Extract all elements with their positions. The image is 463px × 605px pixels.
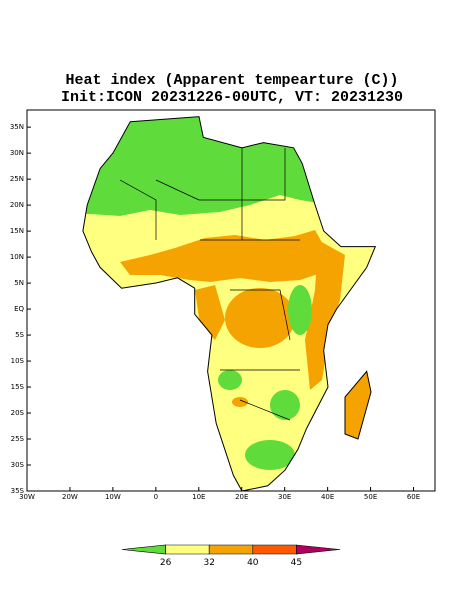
- y-tick-label: 20S: [11, 409, 25, 417]
- y-tick-label: 10N: [10, 253, 24, 261]
- y-tick-label: 35N: [10, 123, 24, 131]
- borders: [119, 148, 300, 421]
- colorbar-label: 40: [247, 558, 259, 568]
- y-tick-label: 25S: [11, 435, 25, 443]
- x-tick-label: 50E: [364, 493, 377, 501]
- colorbar-segment: [296, 544, 341, 555]
- colorbar-label: 45: [291, 558, 302, 568]
- x-tick-label: 30E: [278, 493, 291, 501]
- x-tick-label: 20W: [62, 493, 78, 501]
- x-tick-label: 20E: [235, 493, 248, 501]
- x-tick-label: 10E: [192, 493, 205, 501]
- y-tick-label: 20N: [10, 201, 24, 209]
- colorbar-segment: [121, 544, 166, 555]
- y-tick-label: 15N: [10, 227, 24, 235]
- y-tick-label: 30N: [10, 149, 24, 157]
- colorbar-segment: [252, 544, 297, 555]
- y-tick-label: EQ: [14, 305, 24, 313]
- colorbar-label: 26: [160, 558, 172, 568]
- y-tick-label: 15S: [11, 383, 25, 391]
- x-tick-label: 30W: [19, 493, 35, 501]
- madagascar: [344, 370, 372, 440]
- y-tick-label: 5S: [15, 331, 24, 339]
- x-tick-label: 0: [154, 493, 158, 501]
- x-tick-label: 10W: [105, 493, 121, 501]
- title: Heat index (Apparent tempearture (C)): [65, 72, 398, 89]
- y-tick-label: 5N: [14, 279, 24, 287]
- y-tick-label: 30S: [11, 461, 25, 469]
- y-tick-label: 25N: [10, 175, 24, 183]
- colorbar-label: 32: [203, 558, 214, 568]
- y-tick-label: 10S: [11, 357, 25, 365]
- x-tick-label: 40E: [321, 493, 334, 501]
- colorbar-segment: [208, 544, 254, 555]
- x-tick-label: 60E: [407, 493, 420, 501]
- y-tick-label: 35S: [11, 487, 25, 495]
- coastline: [82, 116, 377, 492]
- subtitle: Init:ICON 20231226-00UTC, VT: 20231230: [61, 89, 403, 106]
- colorbar-segment: [165, 544, 210, 555]
